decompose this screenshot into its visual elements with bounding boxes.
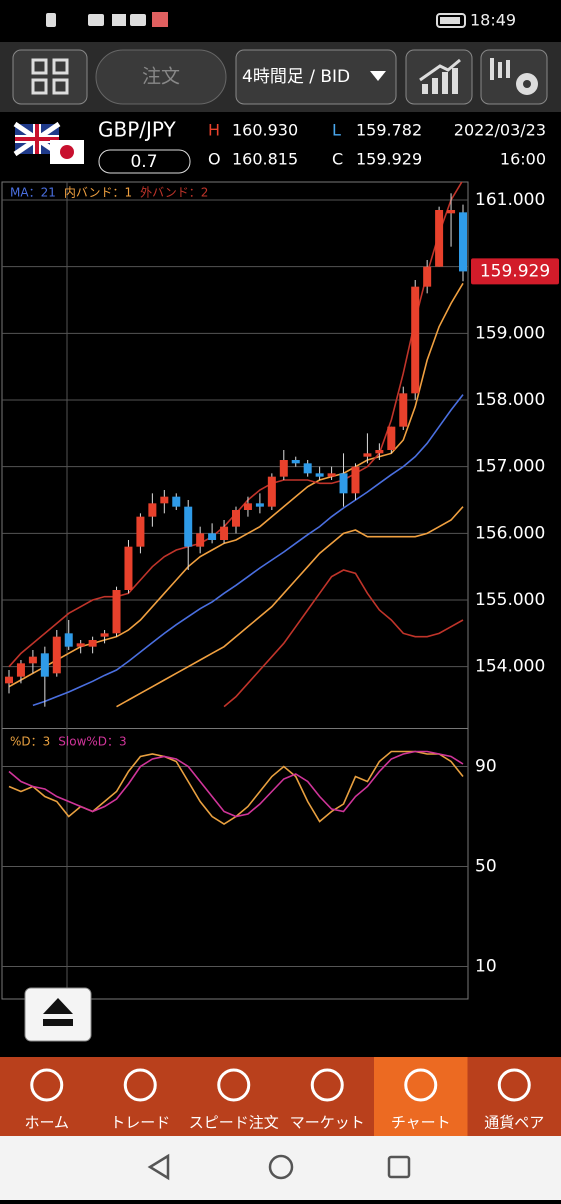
y-tick-label: 154.000 — [475, 657, 545, 677]
nav-items: ホーム トレード スピード注文マーケット チャート 通貨ペア — [0, 1057, 561, 1136]
date: 2022/03/23 — [454, 121, 546, 140]
candle-body — [184, 507, 192, 547]
high: 160.930 — [232, 121, 298, 140]
y-tick-label: 10 — [475, 957, 497, 977]
high-label: H — [208, 121, 220, 140]
time: 16:00 — [500, 150, 546, 169]
nav-label: ホーム — [24, 1114, 69, 1132]
candle-body — [304, 463, 312, 473]
candle-body — [208, 533, 216, 540]
system-nav — [0, 1136, 561, 1200]
candle-body — [124, 547, 132, 590]
candle-body — [53, 637, 61, 674]
y-tick-label: 157.000 — [475, 457, 545, 477]
candle-body — [280, 460, 288, 477]
legend-entry: %D：3 — [10, 735, 50, 749]
chart-type-button[interactable] — [406, 50, 472, 104]
candle-body — [196, 533, 204, 546]
legend-entry: Slow%D：3 — [58, 735, 126, 749]
candle-body — [232, 510, 240, 527]
candle-body — [113, 590, 121, 633]
y-tick-label: 50 — [475, 857, 497, 877]
legend-entry: MA：21 — [10, 186, 56, 200]
candle-body — [435, 210, 443, 267]
legend-entry: 外バンド：2 — [140, 186, 208, 200]
close-label: C — [332, 150, 343, 169]
candle-body — [29, 657, 37, 664]
candle-body — [17, 663, 25, 676]
candle-body — [423, 267, 431, 287]
candle-body — [375, 450, 383, 453]
candle-body — [387, 427, 395, 450]
candle-body — [459, 212, 467, 271]
candle-body — [41, 653, 49, 676]
candle-body — [89, 640, 97, 647]
candle-body — [328, 473, 336, 476]
candle-body — [447, 210, 455, 213]
open: 160.815 — [232, 150, 298, 169]
y-tick-label: 156.000 — [475, 523, 545, 543]
candle-body — [340, 473, 348, 493]
candle-body — [399, 393, 407, 426]
nav-label: トレード — [110, 1114, 170, 1132]
candle-body — [160, 497, 168, 504]
clock: 18:49 — [470, 11, 516, 30]
pair: GBP/JPY — [98, 118, 177, 142]
candle-body — [411, 287, 419, 394]
low-label: L — [332, 121, 341, 140]
collapse-button[interactable] — [25, 988, 91, 1041]
candle-body — [316, 473, 324, 476]
candle-body — [220, 527, 228, 540]
y-tick-label: 158.000 — [475, 390, 545, 410]
low: 159.782 — [356, 121, 422, 140]
candle-body — [65, 633, 73, 646]
candle-body — [101, 633, 109, 636]
price-tag-label: 159.929 — [480, 261, 550, 281]
chart-frame — [2, 182, 468, 999]
candle-body — [136, 517, 144, 547]
y-tick-label: 159.000 — [475, 323, 545, 343]
nav-label: チャート — [391, 1114, 451, 1132]
candle-body — [268, 477, 276, 507]
candle-body — [292, 460, 300, 463]
y-tick-label: 155.000 — [475, 590, 545, 610]
order-label: 注文 — [142, 66, 180, 88]
candle-body — [77, 643, 85, 646]
candle-body — [148, 503, 156, 516]
flag — [15, 124, 84, 164]
legend-entry: 内バンド：1 — [64, 186, 132, 200]
menu-button[interactable] — [13, 50, 87, 104]
y-tick-label: 90 — [475, 757, 497, 777]
candle-body — [363, 453, 371, 456]
timeframe-label: 4時間足 / BID — [242, 67, 350, 87]
nav-label: 通貨ペア — [484, 1114, 544, 1132]
candle-body — [5, 677, 13, 684]
nav-label: マーケット — [290, 1114, 365, 1132]
candle-body — [256, 503, 264, 506]
nav-label: スピード注文 — [189, 1114, 279, 1132]
candle-body — [351, 467, 359, 494]
candle-body — [172, 497, 180, 507]
y-tick-label: 161.000 — [475, 190, 545, 210]
open-label: O — [208, 150, 221, 169]
close: 159.929 — [356, 150, 422, 169]
spread: 0.7 — [130, 152, 157, 172]
candle-body — [244, 503, 252, 510]
